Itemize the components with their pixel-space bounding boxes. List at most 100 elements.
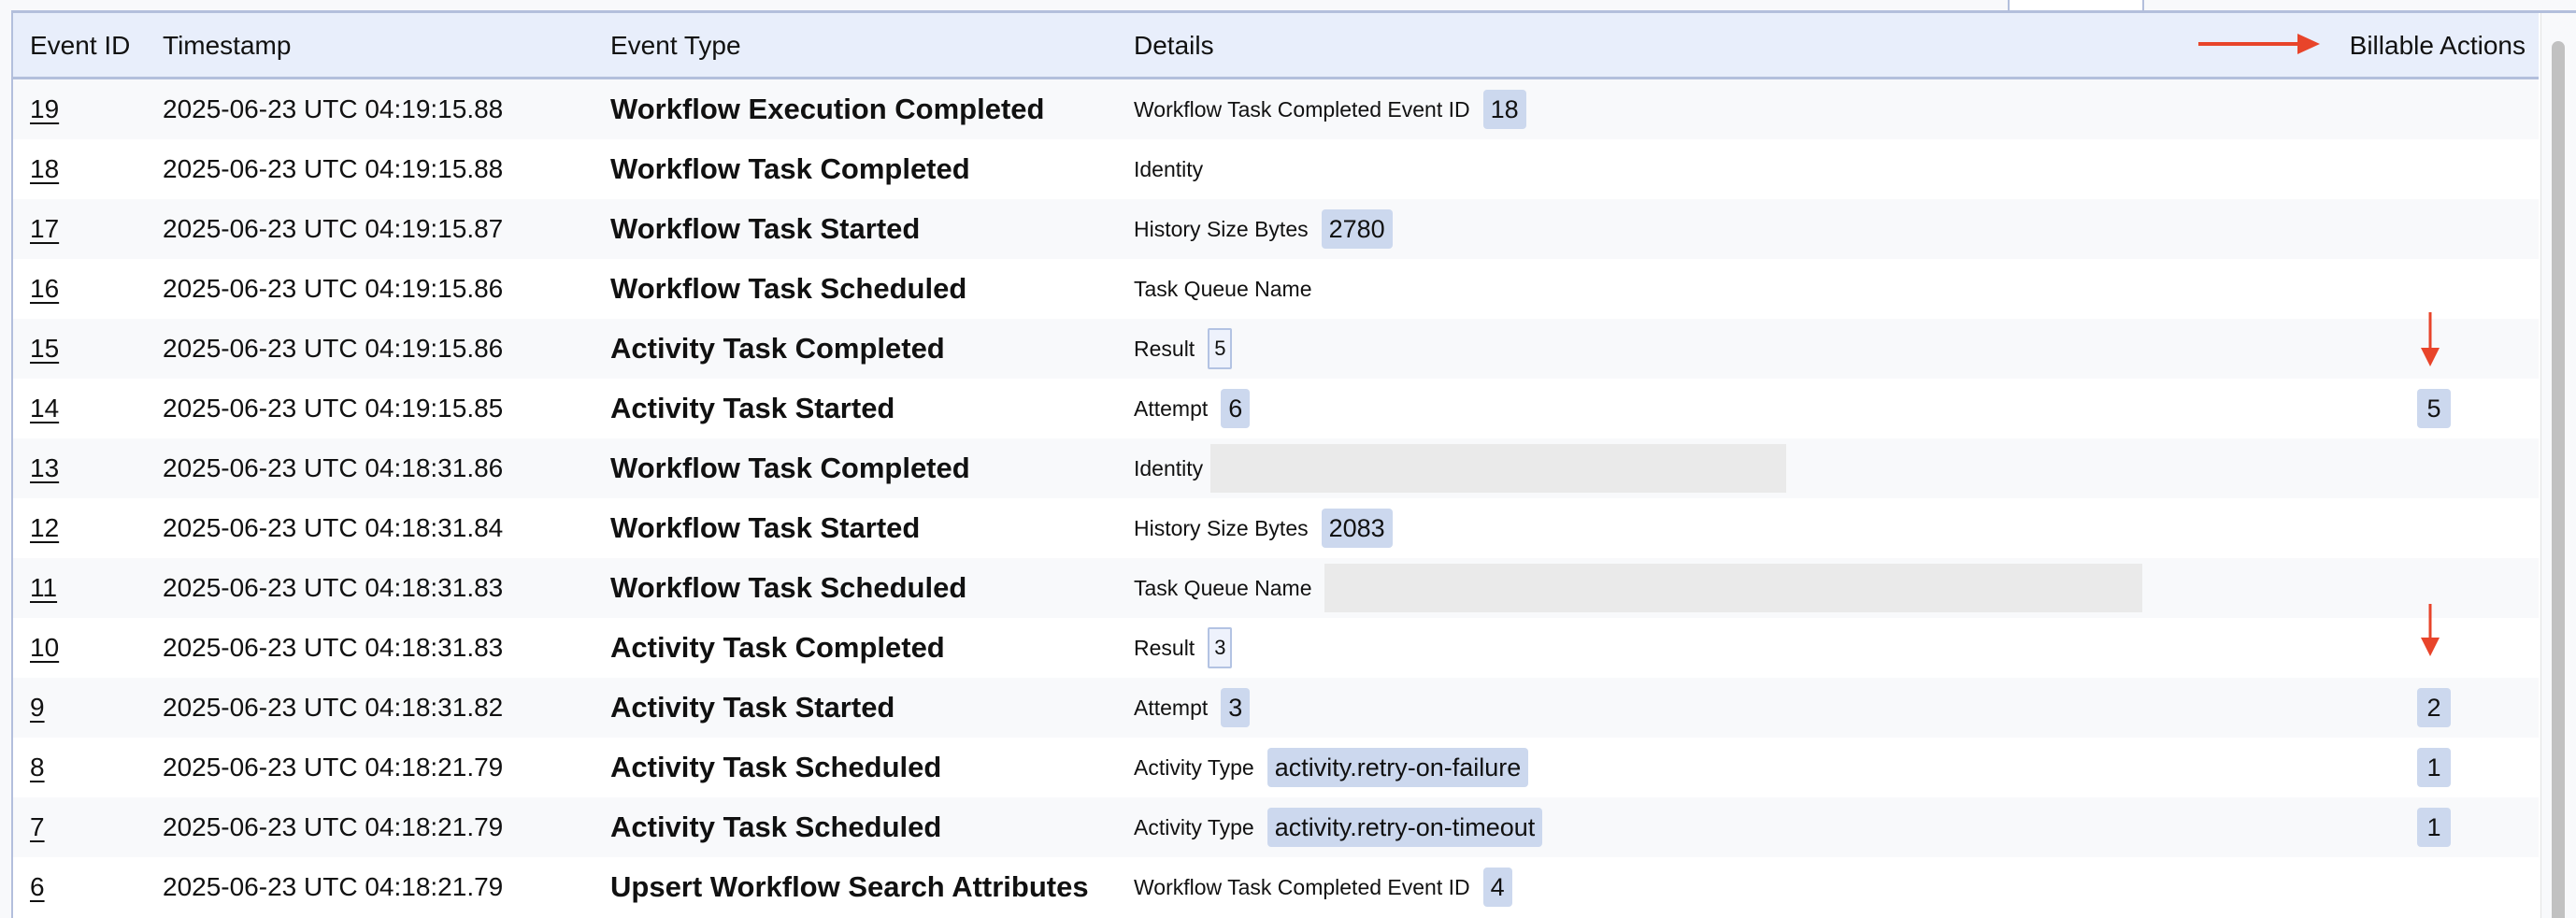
event-id-link[interactable]: 17 <box>30 214 60 243</box>
detail-value: 4 <box>1482 868 1512 907</box>
top-tab[interactable] <box>2008 0 2144 12</box>
event-type: Workflow Task Completed <box>610 152 970 185</box>
event-id-link[interactable]: 14 <box>30 394 60 423</box>
detail-label: Workflow Task Completed Event ID <box>1134 874 1470 899</box>
scrollbar-thumb[interactable] <box>2552 41 2565 918</box>
table-row[interactable]: 16 2025-06-23 UTC 04:19:15.86 Workflow Tas… <box>13 259 2539 319</box>
event-details: Task Queue Name <box>1134 558 2143 618</box>
event-details: Result 5 <box>1134 319 1233 379</box>
table-row[interactable]: 19 2025-06-23 UTC 04:19:15.88 Workflow Exe… <box>13 79 2539 139</box>
detail-label: Task Queue Name <box>1134 575 1312 600</box>
timestamp: 2025-06-23 UTC 04:19:15.86 <box>163 334 504 363</box>
table-row[interactable]: 18 2025-06-23 UTC 04:19:15.88 Workflow Tas… <box>13 139 2539 199</box>
detail-label: Identity <box>1134 455 1204 481</box>
event-id-link[interactable]: 19 <box>30 94 60 123</box>
event-details: Activity Type activity.retry-on-failure <box>1134 738 1529 797</box>
event-type: Activity Task Completed <box>610 332 945 365</box>
billable-actions-count: 5 <box>2417 389 2451 428</box>
event-details: Activity Type activity.retry-on-timeout <box>1134 797 1543 857</box>
detail-value: 6 <box>1221 389 1251 428</box>
table-row[interactable]: 10 2025-06-23 UTC 04:18:31.83 Activity Tas… <box>13 618 2539 678</box>
detail-value: 5 <box>1208 328 1233 369</box>
event-id-link[interactable]: 13 <box>30 453 60 482</box>
timestamp: 2025-06-23 UTC 04:19:15.88 <box>163 154 504 183</box>
detail-label: Identity <box>1134 156 1204 181</box>
billable-actions-cell: 1 <box>2417 738 2451 797</box>
timestamp: 2025-06-23 UTC 04:18:31.83 <box>163 573 504 602</box>
event-id-link[interactable]: 9 <box>30 693 45 722</box>
detail-label: Attempt <box>1134 395 1209 421</box>
billable-actions-count: 1 <box>2417 808 2451 847</box>
event-type: Upsert Workflow Search Attributes <box>610 870 1089 903</box>
table-row[interactable]: 11 2025-06-23 UTC 04:18:31.83 Workflow Tas… <box>13 558 2539 618</box>
event-id-link[interactable]: 15 <box>30 334 60 363</box>
timestamp: 2025-06-23 UTC 04:19:15.87 <box>163 214 504 243</box>
table-row[interactable]: 17 2025-06-23 UTC 04:19:15.87 Workflow Tas… <box>13 199 2539 259</box>
timestamp: 2025-06-23 UTC 04:19:15.85 <box>163 394 504 423</box>
event-type: Activity Task Scheduled <box>610 810 942 843</box>
timestamp: 2025-06-23 UTC 04:18:21.79 <box>163 872 504 901</box>
event-type: Workflow Task Started <box>610 511 921 544</box>
event-id-link[interactable]: 7 <box>30 812 45 841</box>
event-id-link[interactable]: 12 <box>30 513 60 542</box>
detail-label: Workflow Task Completed Event ID <box>1134 96 1470 122</box>
redacted-value <box>1324 564 2143 612</box>
event-id-link[interactable]: 11 <box>30 573 58 602</box>
event-details: History Size Bytes 2780 <box>1134 199 1393 259</box>
table-row[interactable]: 7 2025-06-23 UTC 04:18:21.79 Activity Task… <box>13 797 2539 857</box>
timestamp: 2025-06-23 UTC 04:18:31.84 <box>163 513 504 542</box>
event-details: Attempt 3 <box>1134 678 1251 738</box>
detail-label: Attempt <box>1134 695 1209 720</box>
header-details: Details <box>1134 31 1214 60</box>
timestamp: 2025-06-23 UTC 04:18:21.79 <box>163 753 504 782</box>
header-billable-actions: Billable Actions <box>2349 31 2526 60</box>
detail-label: History Size Bytes <box>1134 216 1309 241</box>
detail-value: 2780 <box>1321 209 1393 249</box>
event-history-table: Event ID Timestamp Event Type Details Bi… <box>11 10 2576 918</box>
table-row[interactable]: 8 2025-06-23 UTC 04:18:21.79 Activity Task… <box>13 738 2539 797</box>
header-event-id: Event ID <box>30 31 131 60</box>
timestamp: 2025-06-23 UTC 04:19:15.86 <box>163 274 504 303</box>
event-id-link[interactable]: 16 <box>30 274 60 303</box>
event-type: Workflow Task Completed <box>610 452 970 484</box>
detail-value: 3 <box>1221 688 1251 727</box>
event-id-link[interactable]: 10 <box>30 633 60 662</box>
table-header: Event ID Timestamp Event Type Details Bi… <box>13 13 2539 79</box>
table-row[interactable]: 6 2025-06-23 UTC 04:18:21.79 Upsert Workfl… <box>13 857 2539 917</box>
detail-value: activity.retry-on-timeout <box>1267 808 1543 847</box>
redacted-value <box>1210 444 1787 493</box>
event-details: Identity <box>1134 139 1203 199</box>
event-type: Workflow Task Scheduled <box>610 571 967 604</box>
timestamp: 2025-06-23 UTC 04:18:31.86 <box>163 453 504 482</box>
event-type: Workflow Execution Completed <box>610 93 1045 125</box>
event-id-link[interactable]: 18 <box>30 154 60 183</box>
event-type: Activity Task Started <box>610 691 895 724</box>
detail-value: 3 <box>1208 627 1233 668</box>
event-details: Identity <box>1134 438 1787 498</box>
timestamp: 2025-06-23 UTC 04:18:31.82 <box>163 693 504 722</box>
table-row[interactable]: 14 2025-06-23 UTC 04:19:15.85 Activity Tas… <box>13 379 2539 438</box>
event-type: Workflow Task Started <box>610 212 921 245</box>
billable-actions-count: 1 <box>2417 748 2451 787</box>
event-type: Activity Task Completed <box>610 631 945 664</box>
event-details: Workflow Task Completed Event ID 18 <box>1134 79 1526 139</box>
detail-label: Task Queue Name <box>1134 276 1312 301</box>
table-row[interactable]: 15 2025-06-23 UTC 04:19:15.86 Activity Tas… <box>13 319 2539 379</box>
event-type: Activity Task Started <box>610 392 895 424</box>
event-details: Attempt 6 <box>1134 379 1251 438</box>
detail-label: History Size Bytes <box>1134 515 1309 540</box>
header-timestamp: Timestamp <box>163 31 292 60</box>
event-details: Workflow Task Completed Event ID 4 <box>1134 857 1512 917</box>
billable-actions-cell: 5 <box>2417 379 2451 438</box>
detail-label: Result <box>1134 336 1195 361</box>
event-details: Result 3 <box>1134 618 1233 678</box>
event-id-link[interactable]: 8 <box>30 753 45 782</box>
event-id-link[interactable]: 6 <box>30 872 45 901</box>
table-row[interactable]: 9 2025-06-23 UTC 04:18:31.82 Activity Task… <box>13 678 2539 738</box>
table-row[interactable]: 13 2025-06-23 UTC 04:18:31.86 Workflow Tas… <box>13 438 2539 498</box>
table-row[interactable]: 12 2025-06-23 UTC 04:18:31.84 Workflow Tas… <box>13 498 2539 558</box>
detail-label: Activity Type <box>1134 754 1254 780</box>
detail-label: Activity Type <box>1134 814 1254 839</box>
event-details: Task Queue Name <box>1134 259 1311 319</box>
detail-value: activity.retry-on-failure <box>1267 748 1529 787</box>
